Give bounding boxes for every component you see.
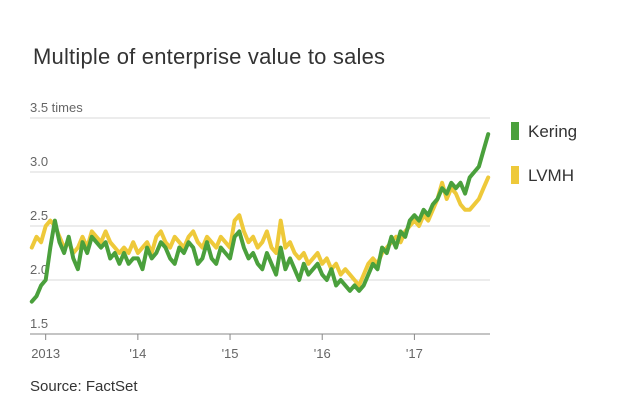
gridlines: [30, 117, 490, 281]
legend-swatch-kering: [511, 122, 519, 140]
x-tick-labels: 2013 '14 '15 '16 '17: [31, 346, 423, 361]
legend-label-lvmh: LVMH: [528, 166, 574, 185]
y-tick-label: 2.5: [30, 208, 48, 223]
legend-label-kering: Kering: [528, 122, 577, 141]
series-lines: [29, 132, 491, 304]
series-line-lvmh: [29, 175, 491, 288]
y-tick-label: 3.5 times: [30, 100, 83, 115]
series-line-kering: [29, 132, 491, 304]
x-tick-label: '17: [406, 346, 423, 361]
x-tick-label: '16: [314, 346, 331, 361]
x-axis: [30, 333, 490, 340]
legend: Kering LVMH: [511, 122, 577, 185]
source-note: Source: FactSet: [30, 378, 138, 395]
y-tick-label: 2.0: [30, 262, 48, 277]
x-tick-label: 2013: [31, 346, 60, 361]
y-tick-labels: 3.5 times 3.0 2.5 2.0 1.5: [30, 100, 83, 331]
y-tick-label: 3.0: [30, 154, 48, 169]
legend-swatch-lvmh: [511, 166, 519, 184]
chart-title: Multiple of enterprise value to sales: [33, 44, 386, 69]
x-tick-label: '15: [222, 346, 239, 361]
y-tick-label: 1.5: [30, 316, 48, 331]
x-tick-label: '14: [129, 346, 146, 361]
